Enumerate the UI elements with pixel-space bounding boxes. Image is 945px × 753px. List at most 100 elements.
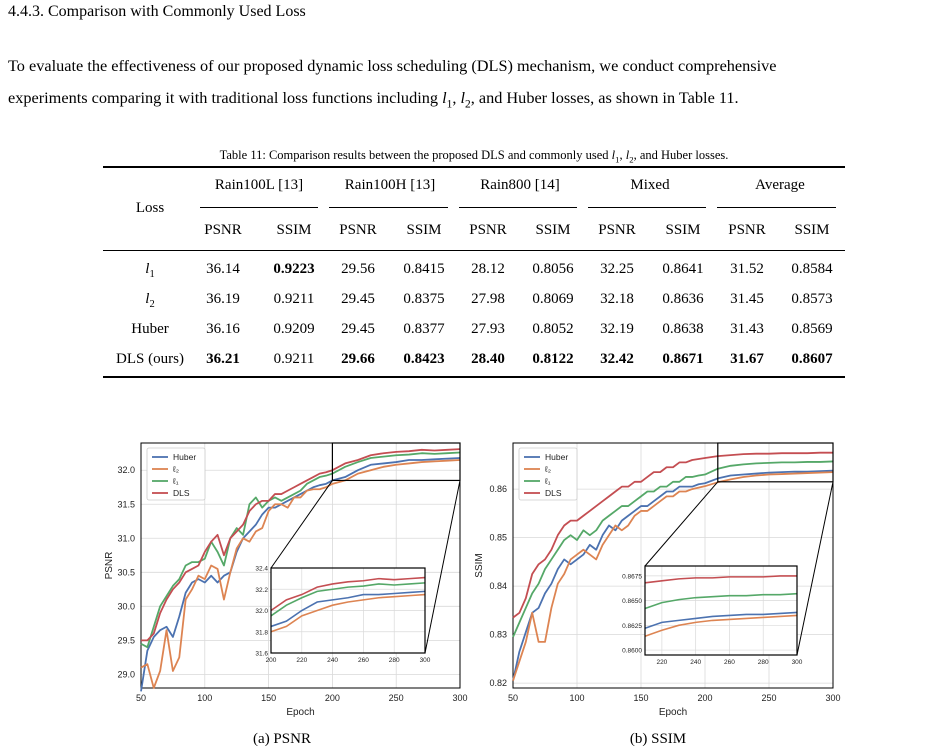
inset-series-line [644,611,798,630]
y-tick-label: 32.0 [117,465,135,475]
x-axis-label: Epoch [659,707,687,718]
inset-y-tick-label: 0.8600 [622,648,642,655]
y-tick-label: 0.82 [489,678,507,688]
table-cell: 0.8671 [662,351,704,367]
x-tick-label: 50 [136,693,146,703]
table-cell: 0.8573 [791,291,833,307]
table-bottom-rule [103,376,845,378]
loss-name: l [145,261,150,277]
table-cell: 0.9209 [273,321,315,337]
caption-l2-subscript: 2 [629,154,634,165]
table-cell: 0.9223 [273,261,315,277]
table-cell: 32.19 [600,321,634,337]
paragraph-separator: , [452,88,461,107]
inset-series-line [270,576,426,612]
metric-header: PSNR [469,222,507,238]
plot-frame [140,442,461,689]
dataset-group-header: Rain100L [13] [214,177,304,193]
table-row-label: Huber [131,321,169,338]
table-cell: 32.42 [600,351,634,367]
inset-series-line [644,592,798,610]
legend-label: Huber [545,452,568,462]
legend-box [518,447,578,501]
inset-y-tick-label: 31.6 [255,651,268,658]
table-cell: 0.8056 [532,261,574,277]
loss-column-header: Loss [135,200,165,216]
x-tick-label: 50 [508,693,518,703]
metric-header: PSNR [598,222,636,238]
series-line [140,459,461,689]
group-underline [459,207,577,208]
group-underline [329,207,448,208]
y-tick-label: 31.5 [117,499,135,509]
l1-subscript: 1 [446,98,453,111]
table-cell: 32.25 [600,261,634,277]
loss-name: DLS (ours) [116,351,184,367]
caption-separator: , [619,148,626,162]
legend-box [146,447,206,501]
paragraph-text-3: , and Huber losses, as shown in Table 11… [470,88,739,107]
loss-name: Huber [131,321,169,337]
y-tick-label: 29.5 [117,635,135,645]
y-tick-label: 0.83 [489,630,507,640]
y-tick-label: 31.0 [117,533,135,543]
inset-y-tick-label: 0.8625 [622,623,642,630]
inset-x-tick-label: 240 [690,659,701,666]
metric-header: SSIM [665,222,701,238]
metric-header: SSIM [794,222,830,238]
x-tick-label: 250 [761,693,776,703]
table-cell: 29.45 [341,321,375,337]
l2-symbol: l [460,88,465,107]
plot-frame [512,442,834,689]
x-tick-label: 200 [697,693,712,703]
y-tick-label: 0.84 [489,581,507,591]
table-cell: 0.8584 [791,261,833,277]
inset-x-tick-label: 240 [327,657,338,664]
metric-header: SSIM [406,222,442,238]
loss-name: l [145,291,150,307]
group-underline [200,207,318,208]
table-row-label: DLS (ours) [116,351,184,368]
dataset-group-header: Rain800 [14] [480,177,560,193]
inset-y-tick-label: 31.8 [255,629,268,636]
y-tick-label: 0.85 [489,533,507,543]
metric-header: SSIM [276,222,312,238]
table-cell: 32.18 [600,291,634,307]
metric-header: PSNR [728,222,766,238]
y-axis-label: SSIM [474,553,485,577]
dataset-group-header: Mixed [630,177,670,193]
loss-subscript: 1 [149,269,155,280]
caption-text-post: , and Huber losses. [633,148,729,162]
table-cell: 0.8415 [403,261,445,277]
metric-header: PSNR [339,222,377,238]
inset-area [645,566,797,655]
metric-header: SSIM [535,222,571,238]
paragraph-text-1: To evaluate the effectiveness of our pro… [8,56,777,75]
table-cell: 29.56 [341,261,375,277]
inset-y-tick-label: 32.0 [255,608,268,615]
table-cell: 0.8607 [791,351,833,367]
zoom-region [717,442,834,483]
table-row-label: l2 [145,291,154,310]
dataset-group-header: Rain100H [13] [344,177,436,193]
y-tick-label: 29.0 [117,669,135,679]
table-cell: 36.21 [206,351,240,367]
inset-series-line [270,593,426,633]
zoom-connector [424,480,461,654]
series-line [512,469,834,681]
section-heading: 4.4.3. Comparison with Commonly Used Los… [8,3,306,20]
caption-l1-subscript: 1 [615,154,620,165]
legend-label: DLS [545,488,562,498]
table-cell: 0.9211 [273,351,315,367]
y-tick-label: 30.5 [117,567,135,577]
legend-label: ℓ₂ [172,464,179,474]
inset-x-tick-label: 220 [296,657,307,664]
caption-text-pre: Table 11: Comparison results between the… [219,148,612,162]
psnr-chart: 50 100 150 200 250 300 29.0 29.5 30.0 30.5 31.0 31.… [104,442,468,718]
table-cell: 28.12 [471,261,505,277]
inset-y-tick-label: 32.4 [255,566,268,573]
x-tick-label: 150 [633,693,648,703]
series-line [141,448,461,642]
ssim-chart: 50 100 150 200 250 300 0.82 0.83 0.84 0.85 0.86 Epo… [474,442,841,718]
table-cell: 0.8423 [403,351,445,367]
